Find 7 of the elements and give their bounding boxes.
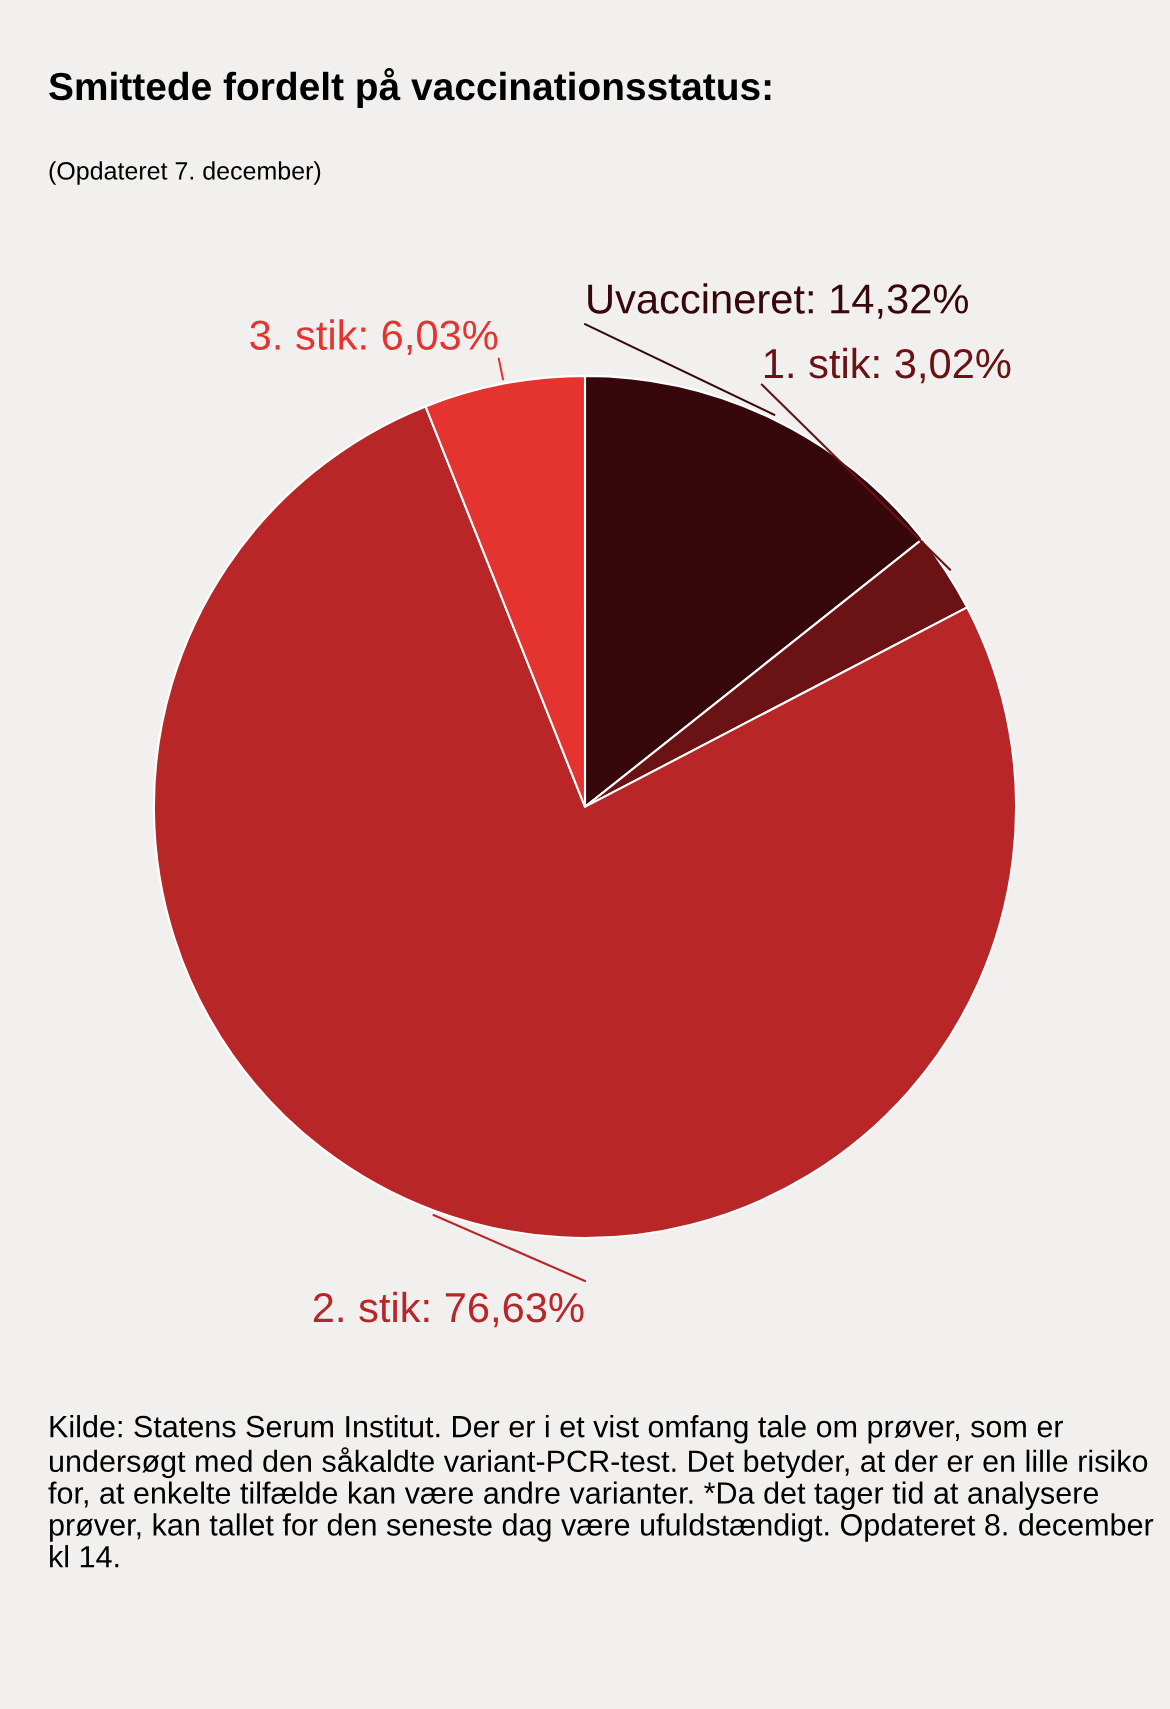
- text: Kilde: Statens Serum Institut. Der er i et vist omfang tale om prøver, som er undersøgt med den såkaldte variant-PCR-test. Det betyder, at der er en lille risiko for, at enkelte tilfælde kan være andre varianter. *Da det tager tid at analysere prøver, kan tallet for den seneste dag være ufuldstændigt. Opdateret 8. december kl 14.: [48, 1415, 1154, 1568]
- chart-subtitle: (Opdateret 7. december): [49, 161, 321, 185]
- slice-label: 1. stik: 3,02%: [764, 347, 1011, 384]
- slice-label: 3. stik: 6,03%: [250, 319, 498, 355]
- slice-label: Uvaccineret: 14,32%: [588, 283, 968, 319]
- chart-title: Smittede fordelt på vaccinationsstatus:: [49, 67, 771, 109]
- slice-label: 2. stik: 76,63%: [313, 1291, 584, 1328]
